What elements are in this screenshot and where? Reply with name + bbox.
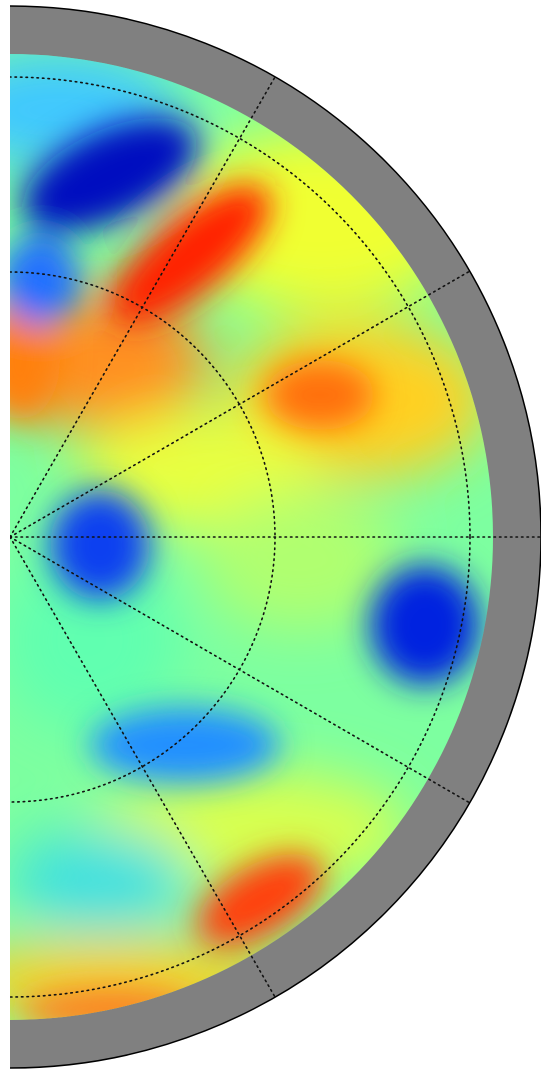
blob bbox=[370, 565, 480, 685]
blob bbox=[200, 490, 400, 630]
heatmap bbox=[10, 54, 493, 1020]
blob bbox=[265, 360, 375, 430]
grid-spoke bbox=[10, 536, 276, 998]
heatmap-peaks bbox=[10, 117, 480, 1020]
grid-spoke bbox=[10, 76, 276, 538]
blob bbox=[21, 117, 199, 233]
blob bbox=[196, 853, 324, 947]
blob bbox=[10, 300, 60, 420]
blob bbox=[10, 550, 180, 730]
blob bbox=[10, 830, 190, 930]
grid-spoke bbox=[10, 536, 471, 804]
grid-spoke bbox=[10, 270, 471, 538]
grid-circle bbox=[10, 76, 471, 998]
polar-grid bbox=[10, 76, 541, 998]
plot-area bbox=[10, 5, 541, 1069]
blob bbox=[10, 235, 80, 325]
blob bbox=[90, 707, 280, 783]
blob bbox=[50, 490, 150, 600]
blob bbox=[109, 184, 271, 326]
